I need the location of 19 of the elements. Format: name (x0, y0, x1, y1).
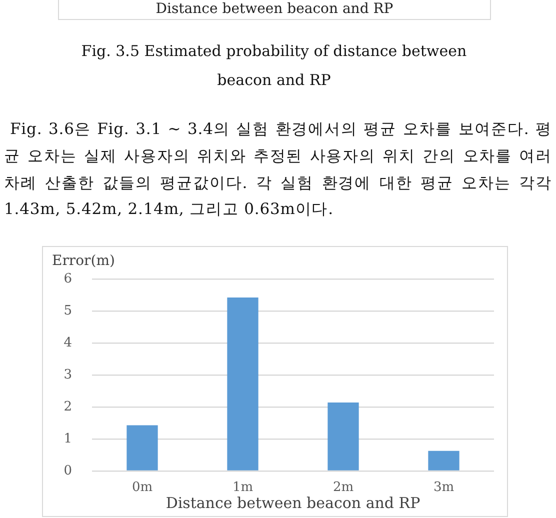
y-tick-label: 1 (64, 431, 72, 446)
bar (227, 298, 258, 470)
caption: Fig. 3.6은 Fig. 3.1 ~ 3.4의 실험 환경에서의 평균 오차를 보여준다. 평균 오차는 실제 사용자의 위치와 추정된 사용자의 위치 간의 오차를 여러 차례 산출한 값들의 평균값이다. 각 실험 환경에 대한 평균 오차는 각각 1.43m, 5.42m, 2.14m, 그리고 0.63m이다. (4, 119, 552, 220)
x-tick-label: 3m (433, 480, 454, 496)
y-axis-title: Error(m) (52, 253, 115, 269)
caption: Fig. 3.5 Estimated probability of distance between beacon and RP (80, 41, 468, 91)
x-tick-label: 0m (132, 480, 153, 496)
y-tick-label: 4 (64, 335, 72, 350)
x-axis-title: Distance between beacon and RP (166, 494, 420, 512)
y-tick-label: 2 (64, 399, 72, 414)
bar (428, 450, 460, 470)
bar (126, 425, 158, 470)
x-tick-label: 2m (332, 480, 354, 496)
y-tick-label: 5 (64, 303, 72, 318)
y-tick-label: 6 (64, 271, 72, 286)
bar (328, 402, 359, 470)
x-tick-label: 1m (232, 480, 254, 496)
y-tick-label: 0 (64, 463, 72, 478)
y-tick-label: 3 (64, 367, 72, 382)
